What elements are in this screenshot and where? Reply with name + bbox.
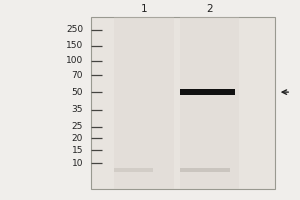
- Text: 10: 10: [72, 159, 83, 168]
- Bar: [180, 17, 239, 189]
- Text: 35: 35: [72, 105, 83, 114]
- Text: 50: 50: [72, 88, 83, 97]
- Text: 100: 100: [66, 56, 83, 65]
- Text: 150: 150: [66, 41, 83, 50]
- Text: 15: 15: [72, 146, 83, 155]
- Text: 20: 20: [72, 134, 83, 143]
- Text: 2: 2: [206, 4, 213, 14]
- Bar: [91, 17, 275, 189]
- Bar: [181, 89, 236, 95]
- Text: 25: 25: [72, 122, 83, 131]
- Text: 250: 250: [66, 25, 83, 34]
- Text: 1: 1: [141, 4, 147, 14]
- Bar: [114, 168, 153, 172]
- Bar: [114, 17, 174, 189]
- Bar: [180, 168, 230, 172]
- Text: 70: 70: [72, 71, 83, 80]
